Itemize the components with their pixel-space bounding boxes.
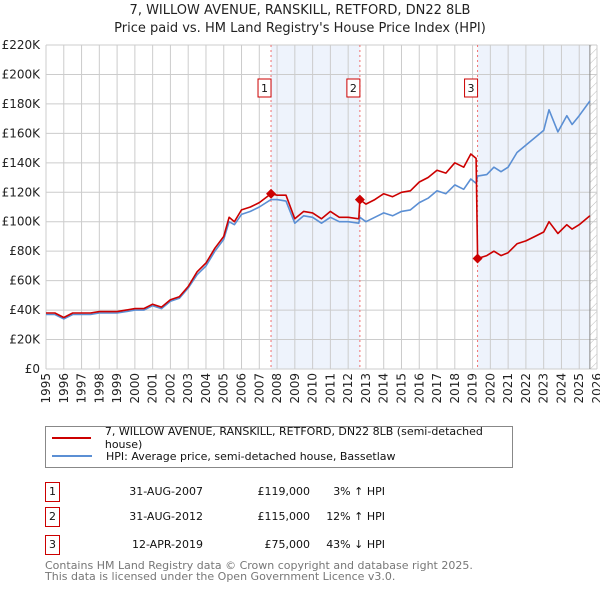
x-tick-label: 2020 xyxy=(483,373,497,404)
x-tick-label: 2005 xyxy=(217,373,231,404)
x-tick-label: 2022 xyxy=(519,373,533,404)
x-tick-label: 2007 xyxy=(252,373,266,404)
sale-hpi-diff: 43% ↓ HPI xyxy=(326,538,385,551)
footer: Contains HM Land Registry data © Crown c… xyxy=(45,560,473,582)
x-tick-label: 2015 xyxy=(394,373,408,404)
sale-label-number: 2 xyxy=(350,82,357,95)
sale-label-number: 1 xyxy=(261,82,268,95)
sale-point xyxy=(354,194,365,205)
x-tick-label: 1995 xyxy=(39,373,53,404)
x-tick-label: 2016 xyxy=(412,373,426,404)
y-tick-label: £200K xyxy=(2,67,42,81)
x-tick-label: 1998 xyxy=(92,373,106,404)
x-tick-label: 2026 xyxy=(590,373,600,404)
x-tick-label: 1996 xyxy=(57,373,71,404)
y-tick-label: £20K xyxy=(9,333,41,347)
legend-swatch-red xyxy=(52,437,91,439)
property-series-line xyxy=(46,153,591,319)
sale-hpi-diff: 3% ↑ HPI xyxy=(333,485,385,498)
sale-date: 12-APR-2019 xyxy=(131,538,203,551)
sale-point xyxy=(266,188,277,199)
x-tick-label: 2006 xyxy=(235,373,249,404)
y-tick-label: £180K xyxy=(2,97,42,111)
legend-item-hpi: HPI: Average price, semi-detached house,… xyxy=(52,448,396,464)
sale-price: £115,000 xyxy=(257,510,311,523)
x-tick-label: 2012 xyxy=(341,373,355,404)
y-tick-label: £100K xyxy=(2,215,42,229)
sale-label-number: 3 xyxy=(468,82,475,95)
footer-copyright: Contains HM Land Registry data © Crown c… xyxy=(45,559,473,572)
sale-date: 31-AUG-2012 xyxy=(129,510,203,523)
y-tick-label: £60K xyxy=(9,274,41,288)
chart-subtitle: Price paid vs. HM Land Registry's House … xyxy=(114,21,486,36)
shaded-period xyxy=(477,45,590,369)
x-tick-label: 1999 xyxy=(110,373,124,404)
sale-price: £75,000 xyxy=(264,538,311,551)
sale-label-box xyxy=(464,78,479,98)
sale-row: 2 31-AUG-2012 £115,000 12% ↑ HPI xyxy=(45,507,385,527)
x-tick-label: 2001 xyxy=(146,373,160,404)
y-tick-label: £160K xyxy=(2,126,42,140)
price-chart: 1995 1996 1997 1998 1999 2000 2001 2002 2003 2004… xyxy=(2,38,600,404)
sale-row: 3 12-APR-2019 £75,000 43% ↓ HPI xyxy=(45,535,385,555)
x-tick-label: 2018 xyxy=(448,373,462,404)
y-tick-label: £140K xyxy=(2,156,42,170)
y-tick-label: £80K xyxy=(9,244,41,258)
x-tick-label: 2017 xyxy=(430,373,444,404)
sale-number-badge: 3 xyxy=(45,535,60,555)
sale-date: 31-AUG-2007 xyxy=(129,485,203,498)
footer-licence: This data is licensed under the Open Gov… xyxy=(45,570,396,583)
x-tick-label: 2021 xyxy=(501,373,515,404)
sale-label-box xyxy=(257,78,272,98)
forecast-hatch xyxy=(589,45,597,369)
chart-title: 7, WILLOW AVENUE, RANSKILL, RETFORD, DN2… xyxy=(129,3,471,18)
x-tick-label: 2009 xyxy=(288,373,302,404)
x-tick-label: 2003 xyxy=(181,373,195,404)
y-tick-label: £40K xyxy=(9,303,41,317)
x-tick-label: 2013 xyxy=(359,373,373,404)
sale-label-box xyxy=(346,78,361,98)
sale-point xyxy=(472,253,483,264)
y-tick-label: £120K xyxy=(2,185,42,199)
sale-row: 1 31-AUG-2007 £119,000 3% ↑ HPI xyxy=(45,482,385,502)
x-tick-label: 2002 xyxy=(163,373,177,404)
x-tick-label: 2004 xyxy=(199,373,213,404)
legend-label: HPI: Average price, semi-detached house,… xyxy=(106,449,396,463)
x-tick-label: 2025 xyxy=(572,373,586,404)
legend: 7, WILLOW AVENUE, RANSKILL, RETFORD, DN2… xyxy=(45,425,513,468)
x-tick-label: 2019 xyxy=(466,373,480,404)
x-tick-label: 2010 xyxy=(306,373,320,404)
y-tick-label: £0 xyxy=(25,362,40,376)
sale-hpi-diff: 12% ↑ HPI xyxy=(326,510,385,523)
x-tick-label: 2000 xyxy=(128,373,142,404)
sale-number-badge: 1 xyxy=(45,482,60,502)
x-tick-label: 1997 xyxy=(75,373,89,404)
x-tick-label: 2024 xyxy=(554,373,568,404)
legend-item-property: 7, WILLOW AVENUE, RANSKILL, RETFORD, DN2… xyxy=(52,425,512,451)
x-tick-label: 2023 xyxy=(537,373,551,404)
x-tick-label: 2014 xyxy=(377,373,391,404)
y-tick-label: £220K xyxy=(2,38,42,52)
legend-swatch-blue xyxy=(52,455,92,457)
x-tick-label: 2011 xyxy=(323,373,337,404)
legend-label: 7, WILLOW AVENUE, RANSKILL, RETFORD, DN2… xyxy=(104,425,483,451)
shaded-period xyxy=(271,45,360,369)
sale-number-badge: 2 xyxy=(45,507,60,527)
x-tick-label: 2008 xyxy=(270,373,284,404)
sale-price: £119,000 xyxy=(257,485,311,498)
hpi-series-line xyxy=(46,100,591,320)
